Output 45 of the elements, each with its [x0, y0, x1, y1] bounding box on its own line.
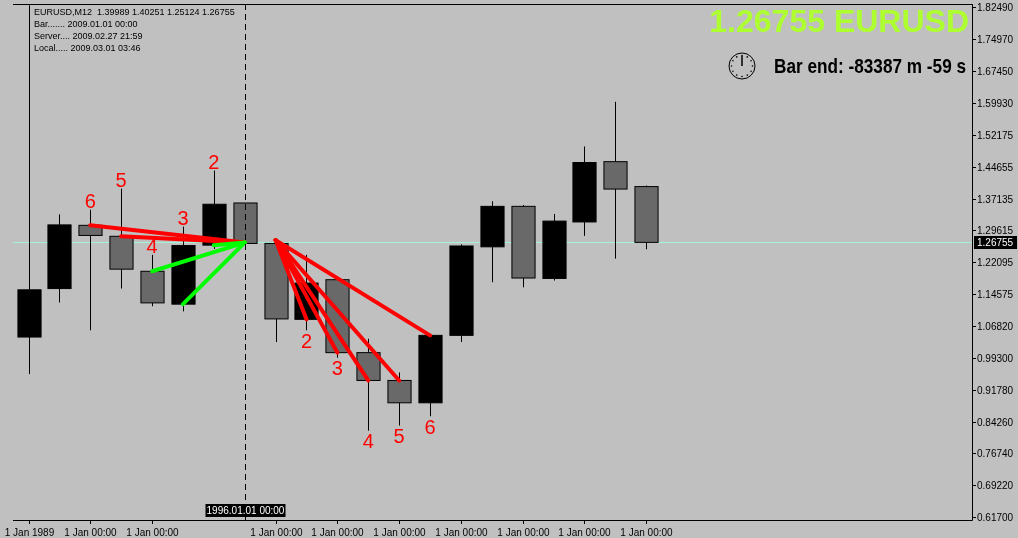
annotation: 1.26755 EURUSD [709, 3, 969, 39]
annotation: 4 [146, 234, 158, 257]
x-tick-label: 1 Jan 00:00 [373, 526, 427, 538]
y-tick-label: 1.44655 [977, 162, 1014, 173]
y-tick-label: 1.74970 [977, 34, 1014, 45]
y-tick-label: 1.82490 [977, 2, 1014, 13]
y-tick-label: 1.59930 [977, 98, 1014, 109]
ref-line-label: 1996.01.01 00:00 [206, 505, 285, 516]
x-tick-label: 1 Jan 1989 [4, 526, 55, 538]
annotation: 5 [115, 168, 127, 191]
annotation: 2 [208, 150, 220, 173]
y-tick-label: 1.14575 [977, 289, 1014, 300]
annotation: Bar....... 2009.01.01 00:00 [34, 19, 138, 29]
annotation: 4 [362, 430, 374, 453]
annotation: 6 [424, 415, 436, 438]
x-tick-label: 1 Jan 00:00 [620, 526, 674, 538]
x-tick-label: 1 Jan 00:00 [435, 526, 489, 538]
y-tick-label: 1.06820 [977, 321, 1014, 332]
y-tick-label: 1.67450 [977, 66, 1014, 77]
annotation: Local..... 2009.03.01 03:46 [34, 43, 141, 53]
y-tick-label: 0.76740 [977, 448, 1014, 459]
annotation: 2 [300, 329, 313, 352]
y-tick-label: 1.37135 [977, 194, 1014, 205]
x-tick-label: 1 Jan 00:00 [558, 526, 612, 538]
chart-title: EURUSD,M12 1.39989 1.40251 1.25124 1.26755 [34, 7, 235, 17]
y-tick-label: 1.29615 [977, 225, 1014, 236]
x-tick-label: 1 Jan 00:00 [311, 526, 365, 538]
annotation: Bar end: -83387 m -59 s [774, 54, 967, 78]
annotation: 3 [177, 206, 189, 229]
y-tick-label: 0.91780 [977, 385, 1014, 396]
y-tick-label: 0.69220 [977, 480, 1014, 491]
annotation: 6 [84, 189, 96, 212]
ref-line-label: 1.26755 [977, 237, 1014, 248]
x-tick-label: 1 Jan 00:00 [497, 526, 551, 538]
y-tick-label: 1.52175 [977, 130, 1014, 141]
y-tick-label: 0.99300 [977, 353, 1014, 364]
x-tick-label: 1 Jan 00:00 [126, 526, 180, 538]
x-tick-label: 1 Jan 00:00 [250, 526, 304, 538]
annotation: 3 [331, 357, 343, 380]
y-tick-label: 0.84260 [977, 417, 1014, 428]
y-tick-label: 1.22095 [977, 257, 1014, 268]
annotation: Server.... 2009.02.27 21:59 [34, 31, 143, 41]
y-tick-label: 0.61700 [977, 512, 1014, 523]
annotation: 5 [393, 424, 405, 447]
x-tick-label: 1 Jan 00:00 [64, 526, 118, 538]
